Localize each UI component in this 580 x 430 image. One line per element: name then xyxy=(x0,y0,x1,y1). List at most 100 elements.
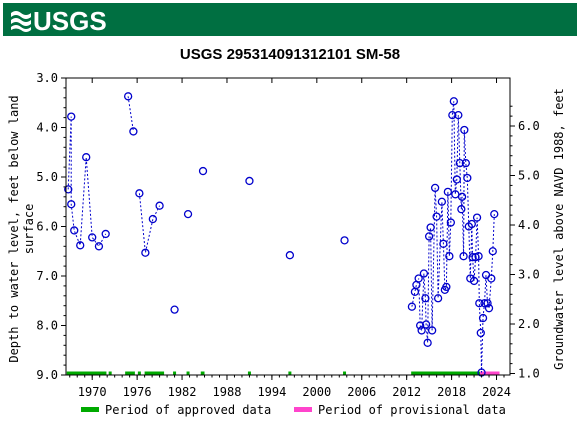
usgs-header: USGS xyxy=(3,3,577,36)
data-point xyxy=(129,127,138,136)
data-point xyxy=(455,158,464,168)
data-point xyxy=(410,287,420,296)
y-right-tick-label: 6.0 xyxy=(518,119,540,133)
y-left-tick-label: 5.0 xyxy=(36,170,58,184)
usgs-wave-icon xyxy=(11,11,31,32)
data-point xyxy=(439,239,448,248)
data-point xyxy=(467,219,476,229)
approved-period-bar xyxy=(343,371,347,376)
usgs-logo: USGS xyxy=(11,6,107,36)
data-point xyxy=(460,125,469,135)
data-point xyxy=(170,305,179,314)
data-point xyxy=(476,328,485,338)
x-tick-label: 2006 xyxy=(347,385,376,399)
data-point xyxy=(88,233,97,242)
data-point xyxy=(446,218,455,227)
y-left-tick-label: 6.0 xyxy=(36,220,58,234)
approved-period-bar xyxy=(66,371,107,376)
data-point xyxy=(245,176,254,186)
y-axis-right-title: Groundwater level above NAVD 1988, feet xyxy=(552,88,566,370)
data-point xyxy=(433,294,443,303)
y-left-tick-label: 8.0 xyxy=(36,319,58,333)
y-left-tick-label: 4.0 xyxy=(36,121,58,135)
plot-frame xyxy=(65,77,511,376)
chart-title: USGS 295314091312101 SM-58 xyxy=(180,46,400,63)
data-point xyxy=(454,110,463,120)
y-left-tick-label: 9.0 xyxy=(36,368,58,382)
data-point xyxy=(407,302,417,311)
data-point xyxy=(423,338,432,347)
approved-period-bar xyxy=(288,371,292,376)
data-point xyxy=(487,274,496,283)
data-point xyxy=(442,282,451,292)
data-point xyxy=(490,209,499,219)
data-point xyxy=(448,110,457,120)
approved-period-bar xyxy=(173,371,177,376)
data-point xyxy=(463,173,472,183)
legend-approved-swatch xyxy=(81,407,99,412)
data-point xyxy=(123,92,133,101)
provisional-period-bar xyxy=(480,371,500,376)
data-point xyxy=(426,223,435,232)
approved-period-bar xyxy=(411,371,481,376)
data-point xyxy=(135,189,144,198)
data-point xyxy=(468,253,477,262)
data-point xyxy=(82,153,91,162)
approved-period-bar xyxy=(200,371,205,376)
x-tick-label: 2018 xyxy=(437,385,466,399)
y-axis-left-title-line2: surface xyxy=(22,204,36,255)
y-left-tick-label: 7.0 xyxy=(36,269,58,283)
data-point xyxy=(430,183,440,193)
data-point xyxy=(474,252,483,261)
data-point xyxy=(417,326,426,335)
data-point xyxy=(478,313,488,323)
data-point xyxy=(483,299,492,308)
y-right-tick-label: 2.0 xyxy=(518,317,540,331)
data-point xyxy=(67,200,76,209)
x-tick-label: 1976 xyxy=(123,385,152,399)
data-point xyxy=(427,326,437,335)
data-point xyxy=(480,299,489,308)
series-points xyxy=(64,92,499,377)
data-point xyxy=(472,213,482,222)
y-right-tick-label: 4.0 xyxy=(518,218,540,232)
data-point xyxy=(457,205,466,214)
data-point xyxy=(461,158,470,168)
data-point xyxy=(437,197,447,206)
usgs-logo-text: USGS xyxy=(33,6,107,36)
data-point xyxy=(64,185,73,194)
series-lines xyxy=(67,96,495,373)
data-point xyxy=(459,252,468,261)
legend-provisional-label: Period of provisional data xyxy=(318,403,506,417)
x-tick-label: 1970 xyxy=(78,385,107,399)
data-point xyxy=(419,269,429,278)
data-point xyxy=(76,241,85,250)
y-left-tick-label: 3.0 xyxy=(36,71,58,85)
approved-period-bar xyxy=(186,371,190,376)
data-point xyxy=(484,304,494,313)
data-point xyxy=(443,187,453,197)
y-axis-left-title-line1: Depth to water level, feet below land xyxy=(7,95,21,362)
series-line xyxy=(138,193,161,253)
data-point xyxy=(421,320,431,329)
data-point xyxy=(421,294,430,303)
x-tick-label: 1994 xyxy=(257,385,286,399)
approved-period-bar xyxy=(108,371,112,376)
series-line xyxy=(127,96,134,132)
data-point xyxy=(67,112,76,121)
approved-period-bar xyxy=(144,371,165,376)
data-point xyxy=(101,229,110,239)
y-right-tick-label: 5.0 xyxy=(518,169,540,183)
axis-ticks: 1970 1976 1982 1988 1994 2000 2006 2012 2018 2024… xyxy=(36,71,539,399)
data-point xyxy=(141,248,150,257)
x-tick-label: 2024 xyxy=(482,385,511,399)
approved-period-bar xyxy=(125,371,135,376)
data-point xyxy=(457,192,467,201)
data-point xyxy=(155,201,164,210)
data-point xyxy=(70,226,79,235)
data-point xyxy=(414,274,423,283)
x-tick-label: 2012 xyxy=(392,385,421,399)
x-tick-label: 1982 xyxy=(168,385,197,399)
data-point xyxy=(445,252,454,261)
data-point xyxy=(424,232,434,241)
